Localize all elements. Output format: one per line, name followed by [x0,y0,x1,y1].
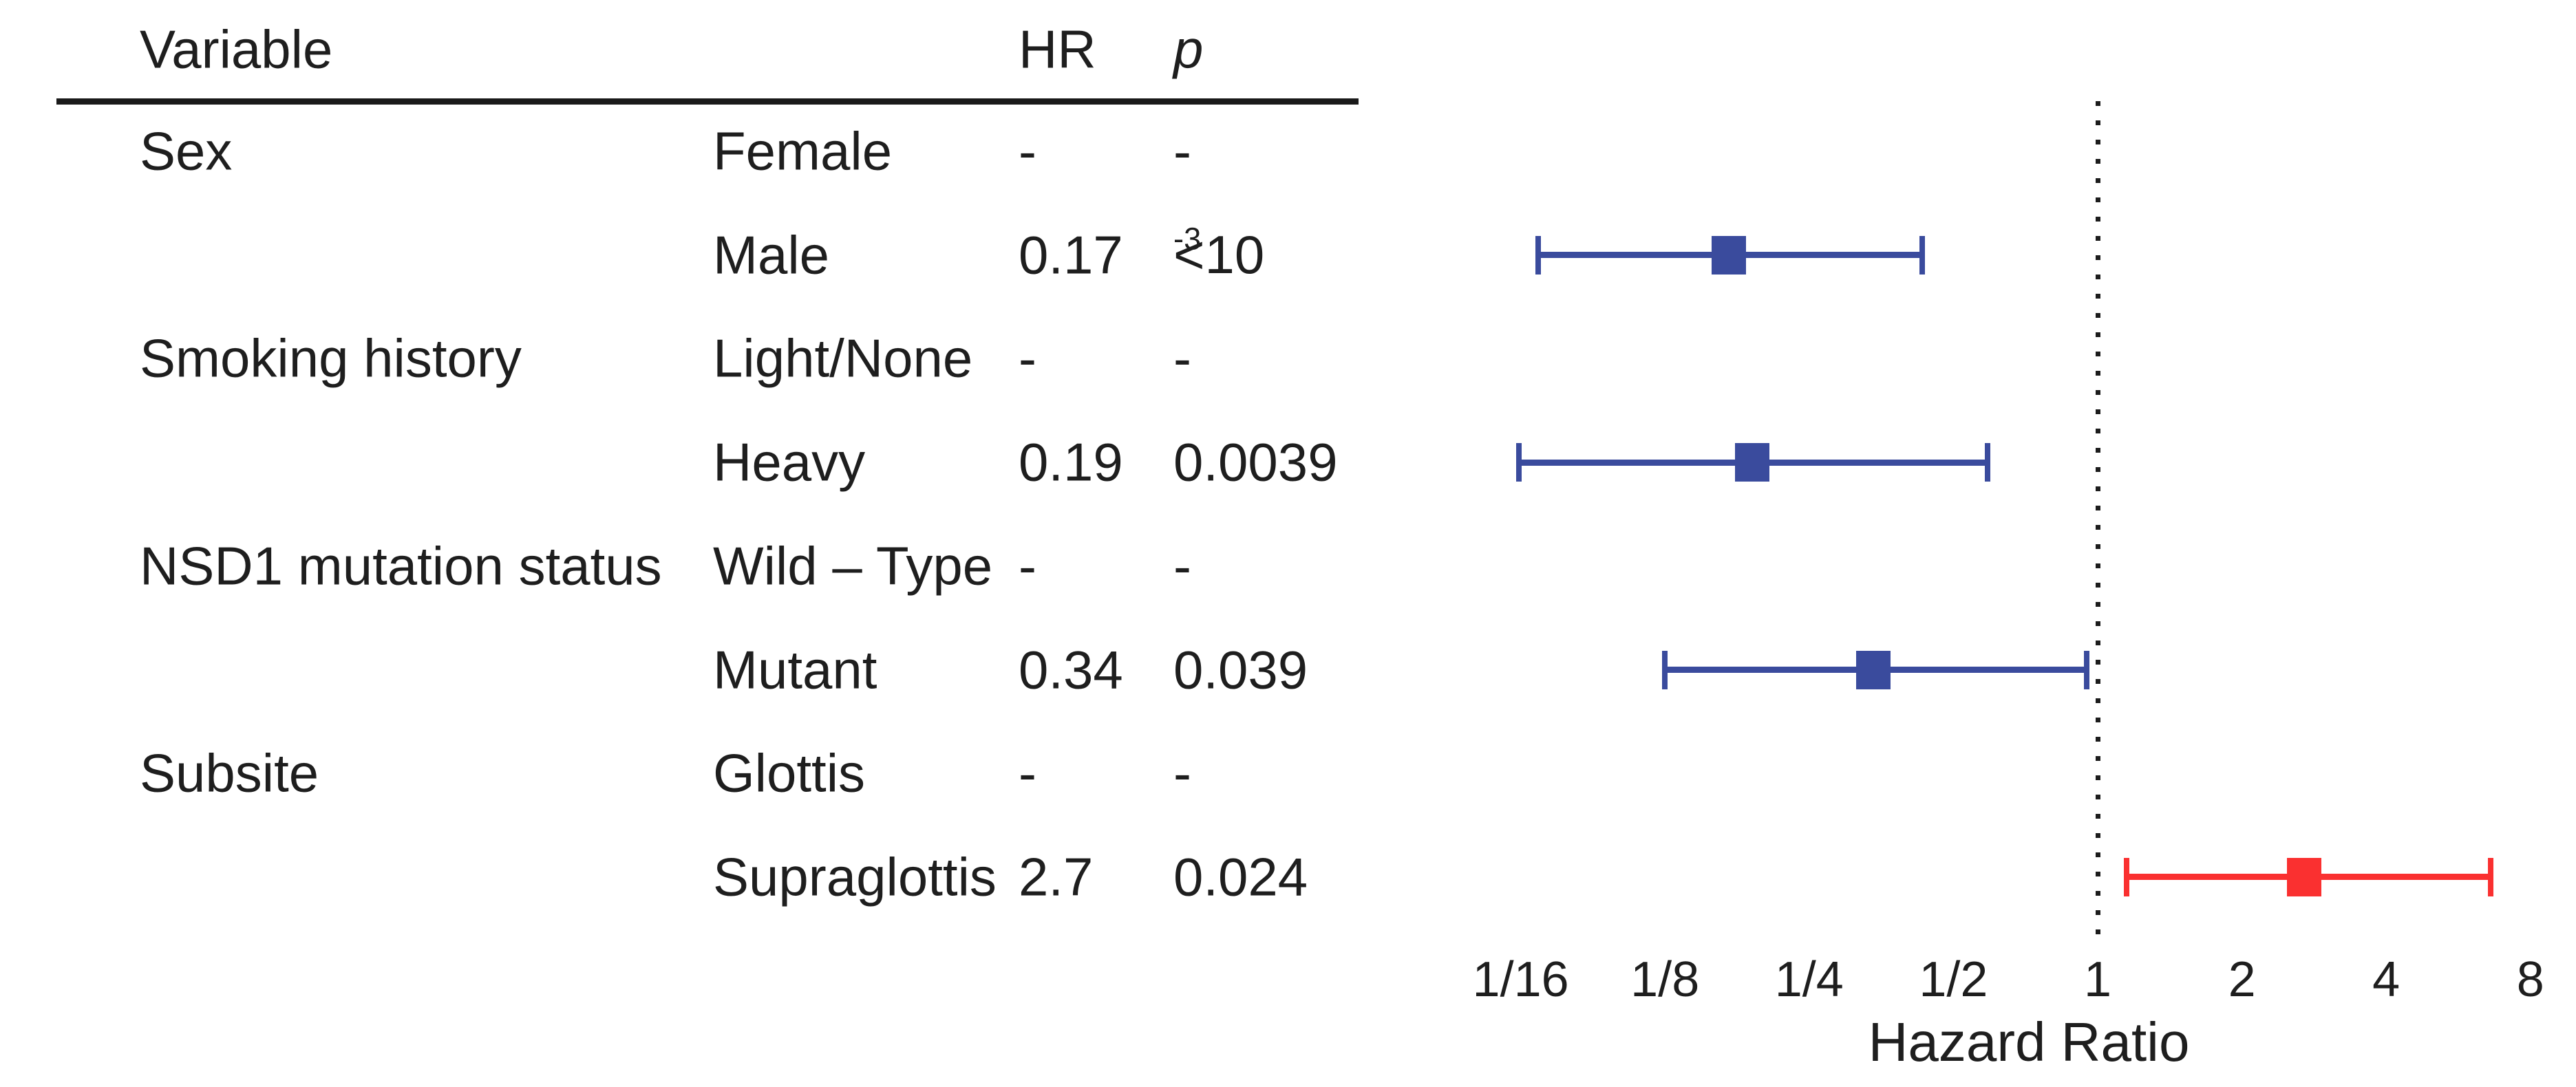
x-axis-label: Hazard Ratio [1868,1011,2190,1073]
table-row: NSD1 mutation status Wild – Type - - [140,535,1191,596]
row-hr: - [1019,535,1036,596]
header-rule [56,98,1359,105]
table-row: Smoking history Light/None - - [140,327,1191,389]
row-variable: NSD1 mutation status [140,535,662,596]
table-row: Sex Female - - [140,120,1191,182]
row-hr: 0.19 [1019,431,1123,493]
row-hr: - [1019,742,1036,804]
ci-cap-left [2124,857,2130,896]
row-p: <10 -3 [1173,221,1265,286]
row-variable: Smoking history [140,327,522,389]
table-row: Heavy 0.19 0.0039 [713,431,1338,493]
row-level: Glottis [713,742,866,804]
hr-marker [1734,443,1769,482]
hr-marker [2287,857,2322,896]
row-hr: - [1019,120,1036,182]
table-row: Mutant 0.34 0.039 [713,639,1308,700]
x-tick-label: 8 [2516,952,2544,1007]
x-tick-label: 2 [2228,952,2256,1007]
x-tick-label: 1/2 [1919,952,1988,1007]
x-tick-label: 1/8 [1630,952,1700,1007]
row-level: Male [713,224,830,286]
row-level: Supraglottis [713,846,997,907]
x-tick-label: 1/4 [1774,952,1844,1007]
hr-marker [1712,235,1747,275]
row-level: Heavy [713,431,866,493]
table-row: Supraglottis 2.7 0.024 [713,846,1308,907]
row-hr: - [1019,327,1036,389]
table-row: Male 0.17 <10 -3 [0,204,1376,307]
row-level: Mutant [713,639,877,700]
x-tick-label: 1 [2083,952,2112,1007]
row-hr: 0.34 [1019,639,1123,700]
row-level: Wild – Type [713,535,993,596]
column-header-p: p [1173,19,1204,80]
hr-marker [1855,650,1891,689]
ci-cap-left [1535,235,1542,275]
ci-cap-left [1662,650,1668,689]
row-variable: Sex [140,120,233,182]
ci-cap-right [2487,857,2493,896]
column-header-hr: HR [1019,19,1096,80]
ci-cap-left [1516,443,1522,482]
row-level: Female [713,120,893,182]
row-level: Light/None [713,327,973,389]
row-variable: Subsite [140,742,319,804]
ci-cap-right [1919,235,1925,275]
column-header-variable: Variable [140,19,333,80]
ci-cap-right [1985,443,1991,482]
table-row: Subsite Glottis - - [140,742,1191,804]
row-hr: 2.7 [1019,846,1094,907]
ci-cap-right [2084,650,2090,689]
row-hr: 0.17 [1019,224,1123,286]
reference-line-hr1 [2095,101,2100,939]
x-tick-label: 1/16 [1472,952,1569,1007]
x-tick-label: 4 [2372,952,2401,1007]
